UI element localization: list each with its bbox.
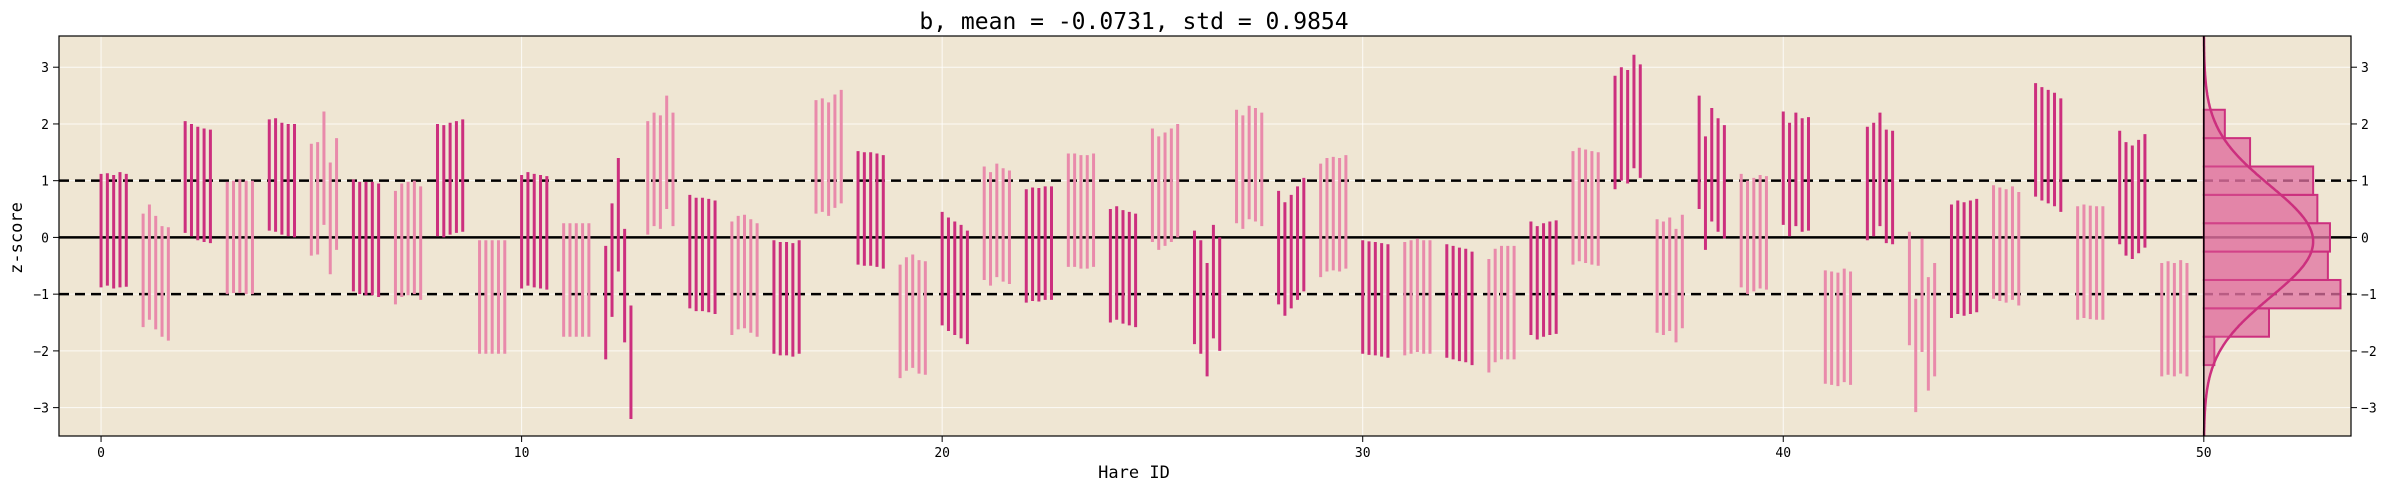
x-tick-label: 50 [2196,446,2212,461]
histogram-bar-5 [2202,193,2319,225]
y-tick-label-left: −1 [33,288,49,303]
y-tick-label-right: 1 [2361,175,2369,190]
y-tick-label-right: 2 [2361,118,2369,133]
histogram-bar-3 [2202,250,2329,281]
axes: 0 10 20 30 40 50 −3 −3 −2 −2 −1 −1 0 0 1 1 2 2 3 3 [33,35,2377,461]
y-tick-label-left: 3 [41,61,49,76]
y-tick-label-right: 0 [2361,231,2369,246]
y-tick-label-left: 1 [41,175,49,190]
y-tick-label-left: 0 [41,231,49,246]
y-tick-label-right: −2 [2361,345,2377,360]
density-fill [2203,36,2314,436]
density-curve [2202,36,2315,436]
y-tick-label-left: 2 [41,118,49,133]
y-tick-label-right: −1 [2361,288,2377,303]
x-tick-label: 10 [514,446,530,461]
x-tick-label: 0 [97,446,105,461]
y-tick-label-left: −2 [33,345,49,360]
chart-title: b, mean = -0.0731, std = 0.9854 [919,9,1348,35]
y-axis-label: z-score [7,202,27,274]
y-tick-label-left: −3 [33,402,49,417]
y-tick-label-right: 3 [2361,61,2369,76]
plot-area [59,36,2351,436]
x-tick-label: 30 [1355,446,1371,461]
x-tick-label: 20 [934,446,950,461]
y-tick-label-right: −3 [2361,402,2377,417]
plot-frame [58,35,2352,437]
x-tick-label: 40 [1775,446,1791,461]
x-axis-label: Hare ID [1098,463,1170,483]
